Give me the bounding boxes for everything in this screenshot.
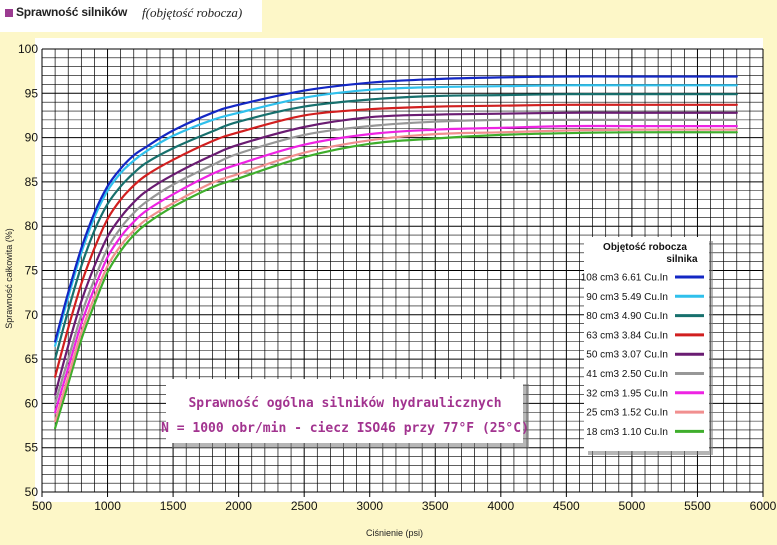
annotation-line-1: Sprawność ogólna silników hydraulicznych (188, 396, 501, 411)
x-tick-label: 2500 (291, 499, 318, 513)
x-tick-label: 4500 (553, 499, 580, 513)
y-tick-label: 100 (18, 42, 38, 56)
x-tick-label: 5000 (619, 499, 646, 513)
y-tick-label: 70 (25, 308, 39, 322)
legend-label: 63 cm3 3.84 Cu.In (586, 330, 668, 341)
x-tick-label: 1500 (160, 499, 187, 513)
annotation-background (166, 379, 523, 443)
series-line (54, 128, 738, 423)
legend-label: 18 cm3 1.10 Cu.In (586, 427, 668, 438)
series-line (54, 111, 738, 396)
y-tick-label: 60 (25, 396, 39, 410)
title-bar: Sprawność silników f(objętość robocza) (0, 0, 262, 32)
legend-title-line-1: Objętość robocza (603, 242, 687, 253)
x-tick-label: 3500 (422, 499, 449, 513)
series-line (54, 124, 738, 414)
legend-items: 108 cm3 6.61 Cu.In 90 cm3 5.49 Cu.In 80 cm… (581, 273, 704, 438)
y-tick-label: 55 (25, 441, 39, 455)
y-tick-label: 85 (25, 175, 39, 189)
legend-background (584, 237, 709, 451)
legend-label: 41 cm3 2.50 Cu.In (586, 369, 668, 380)
y-tick-label: 65 (25, 352, 39, 366)
legend-label: 50 cm3 3.07 Cu.In (586, 350, 668, 361)
y-axis-title: Sprawność całkowita (%) (4, 228, 14, 329)
series-line (54, 103, 738, 378)
annotation-line-2: N = 1000 obr/min - ciecz ISO46 przy 77°F… (161, 421, 529, 436)
series-line (54, 93, 738, 361)
legend-label: 108 cm3 6.61 Cu.In (581, 273, 668, 284)
legend-label: 80 cm3 4.90 Cu.In (586, 311, 668, 322)
y-tick-label: 50 (25, 485, 39, 499)
series-line (54, 131, 738, 430)
x-tick-label: 6000 (750, 499, 777, 513)
y-tick-label: 80 (25, 219, 39, 233)
legend-label: 32 cm3 1.95 Cu.In (586, 388, 668, 399)
x-tick-label: 500 (32, 499, 52, 513)
y-tick-label: 95 (25, 86, 39, 100)
legend-label: 90 cm3 5.49 Cu.In (586, 292, 668, 303)
legend: Objętość robocza silnika 108 cm3 6.61 Cu… (581, 237, 713, 455)
chart-title: Sprawność silników (16, 5, 128, 19)
x-tick-label: 1000 (94, 499, 121, 513)
title-marker (5, 9, 13, 17)
y-tick-label: 75 (25, 264, 39, 278)
series-line (54, 75, 738, 343)
x-tick-label: 2000 (225, 499, 252, 513)
y-tick-label: 90 (25, 131, 39, 145)
x-axis-title: Ciśnienie (psi) (366, 528, 423, 538)
series-line (54, 84, 738, 347)
x-tick-label: 4000 (487, 499, 514, 513)
legend-title-line-2: silnika (666, 254, 698, 265)
x-tick-label: 5500 (684, 499, 711, 513)
x-tick-label: 3000 (356, 499, 383, 513)
annotation-box: Sprawność ogólna silników hydraulicznych… (161, 379, 529, 448)
series-lines (54, 75, 738, 430)
legend-label: 25 cm3 1.52 Cu.In (586, 408, 668, 419)
axes: 500 1000 1500 2000 2500 3000 3500 4000 4500 5000 5… (4, 42, 777, 538)
chart-subtitle: f(objętość robocza) (142, 5, 243, 20)
series-line (54, 118, 738, 405)
